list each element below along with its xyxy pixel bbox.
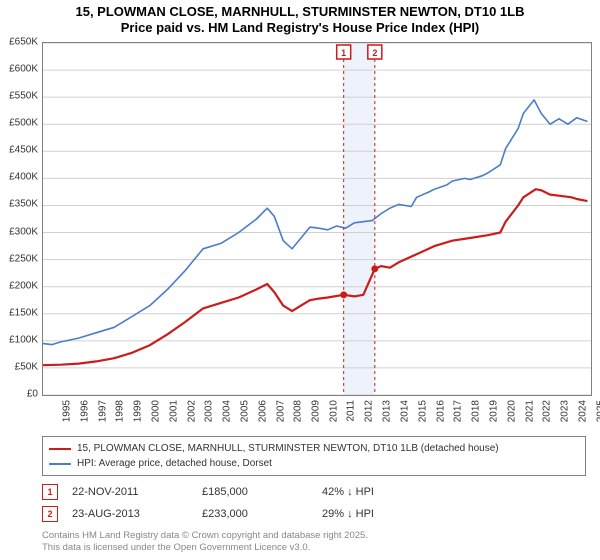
xtick-label: 1999 — [132, 400, 143, 422]
legend-swatch — [49, 448, 71, 450]
ytick-label: £600K — [0, 64, 38, 75]
sale-box-num: 2 — [372, 48, 377, 58]
xtick-label: 2016 — [435, 400, 446, 422]
ytick-label: £400K — [0, 172, 38, 183]
legend-row: 15, PLOWMAN CLOSE, MARNHULL, STURMINSTER… — [49, 441, 579, 456]
legend-label: HPI: Average price, detached house, Dors… — [77, 458, 272, 469]
ytick-label: £450K — [0, 145, 38, 156]
ytick-label: £250K — [0, 253, 38, 264]
xtick-label: 2022 — [542, 400, 553, 422]
title-line-1: 15, PLOWMAN CLOSE, MARNHULL, STURMINSTER… — [0, 4, 600, 20]
xtick-label: 2001 — [168, 400, 179, 422]
footer-line-1: Contains HM Land Registry data © Crown c… — [42, 530, 368, 542]
xtick-label: 2012 — [364, 400, 375, 422]
sale-num-1: 1 — [47, 487, 52, 497]
xtick-label: 2005 — [239, 400, 250, 422]
ytick-label: £100K — [0, 334, 38, 345]
xtick-label: 2019 — [488, 400, 499, 422]
ytick-label: £350K — [0, 199, 38, 210]
xtick-label: 2002 — [186, 400, 197, 422]
xtick-label: 2023 — [559, 400, 570, 422]
xtick-label: 2007 — [275, 400, 286, 422]
ytick-label: £300K — [0, 226, 38, 237]
sale-box-num: 1 — [341, 48, 346, 58]
legend-label: 15, PLOWMAN CLOSE, MARNHULL, STURMINSTER… — [77, 443, 499, 454]
ytick-label: £150K — [0, 307, 38, 318]
sale-row-2: 2 23-AUG-2013 £233,000 29% ↓ HPI — [42, 506, 374, 522]
sale-marker-2: 2 — [42, 506, 58, 522]
ytick-label: £0 — [0, 389, 38, 400]
sale-date-2: 23-AUG-2013 — [72, 508, 202, 520]
ytick-label: £500K — [0, 118, 38, 129]
sale-price-1: £185,000 — [202, 486, 322, 498]
sale-num-2: 2 — [47, 509, 52, 519]
xtick-label: 2014 — [399, 400, 410, 422]
sale-dot — [371, 265, 378, 272]
xtick-label: 2011 — [345, 400, 356, 422]
ytick-label: £50K — [0, 361, 38, 372]
sale-dot — [340, 291, 347, 298]
chart-svg: 12 — [43, 43, 591, 395]
sale-band — [344, 43, 375, 395]
sale-date-1: 22-NOV-2011 — [72, 486, 202, 498]
sale-diff-1: 42% ↓ HPI — [322, 486, 374, 498]
series-price — [43, 189, 587, 365]
footer-line-2: This data is licensed under the Open Gov… — [42, 542, 368, 554]
chart-title: 15, PLOWMAN CLOSE, MARNHULL, STURMINSTER… — [0, 0, 600, 37]
ytick-label: £200K — [0, 280, 38, 291]
footer: Contains HM Land Registry data © Crown c… — [42, 530, 368, 554]
xtick-label: 1996 — [79, 400, 90, 422]
xtick-label: 2024 — [577, 400, 588, 422]
sale-diff-2: 29% ↓ HPI — [322, 508, 374, 520]
xtick-label: 2006 — [257, 400, 268, 422]
legend: 15, PLOWMAN CLOSE, MARNHULL, STURMINSTER… — [42, 436, 586, 476]
xtick-label: 1995 — [61, 400, 72, 422]
legend-swatch — [49, 463, 71, 465]
xtick-label: 2009 — [310, 400, 321, 422]
xtick-label: 2003 — [204, 400, 215, 422]
xtick-label: 2013 — [382, 400, 393, 422]
sale-marker-1: 1 — [42, 484, 58, 500]
xtick-label: 2010 — [328, 400, 339, 422]
xtick-label: 2021 — [524, 400, 535, 422]
xtick-label: 2015 — [417, 400, 428, 422]
sale-row-1: 1 22-NOV-2011 £185,000 42% ↓ HPI — [42, 484, 374, 500]
sale-price-2: £233,000 — [202, 508, 322, 520]
plot-area: 12 — [42, 42, 592, 396]
ytick-label: £650K — [0, 37, 38, 48]
xtick-label: 2025 — [595, 400, 600, 422]
xtick-label: 2020 — [506, 400, 517, 422]
xtick-label: 1998 — [115, 400, 126, 422]
xtick-label: 2018 — [470, 400, 481, 422]
chart-container: 15, PLOWMAN CLOSE, MARNHULL, STURMINSTER… — [0, 0, 600, 560]
xtick-label: 1997 — [97, 400, 108, 422]
xtick-label: 2000 — [150, 400, 161, 422]
xtick-label: 2017 — [453, 400, 464, 422]
title-line-2: Price paid vs. HM Land Registry's House … — [0, 20, 600, 36]
legend-row: HPI: Average price, detached house, Dors… — [49, 456, 579, 471]
xtick-label: 2008 — [293, 400, 304, 422]
ytick-label: £550K — [0, 91, 38, 102]
xtick-label: 2004 — [221, 400, 232, 422]
